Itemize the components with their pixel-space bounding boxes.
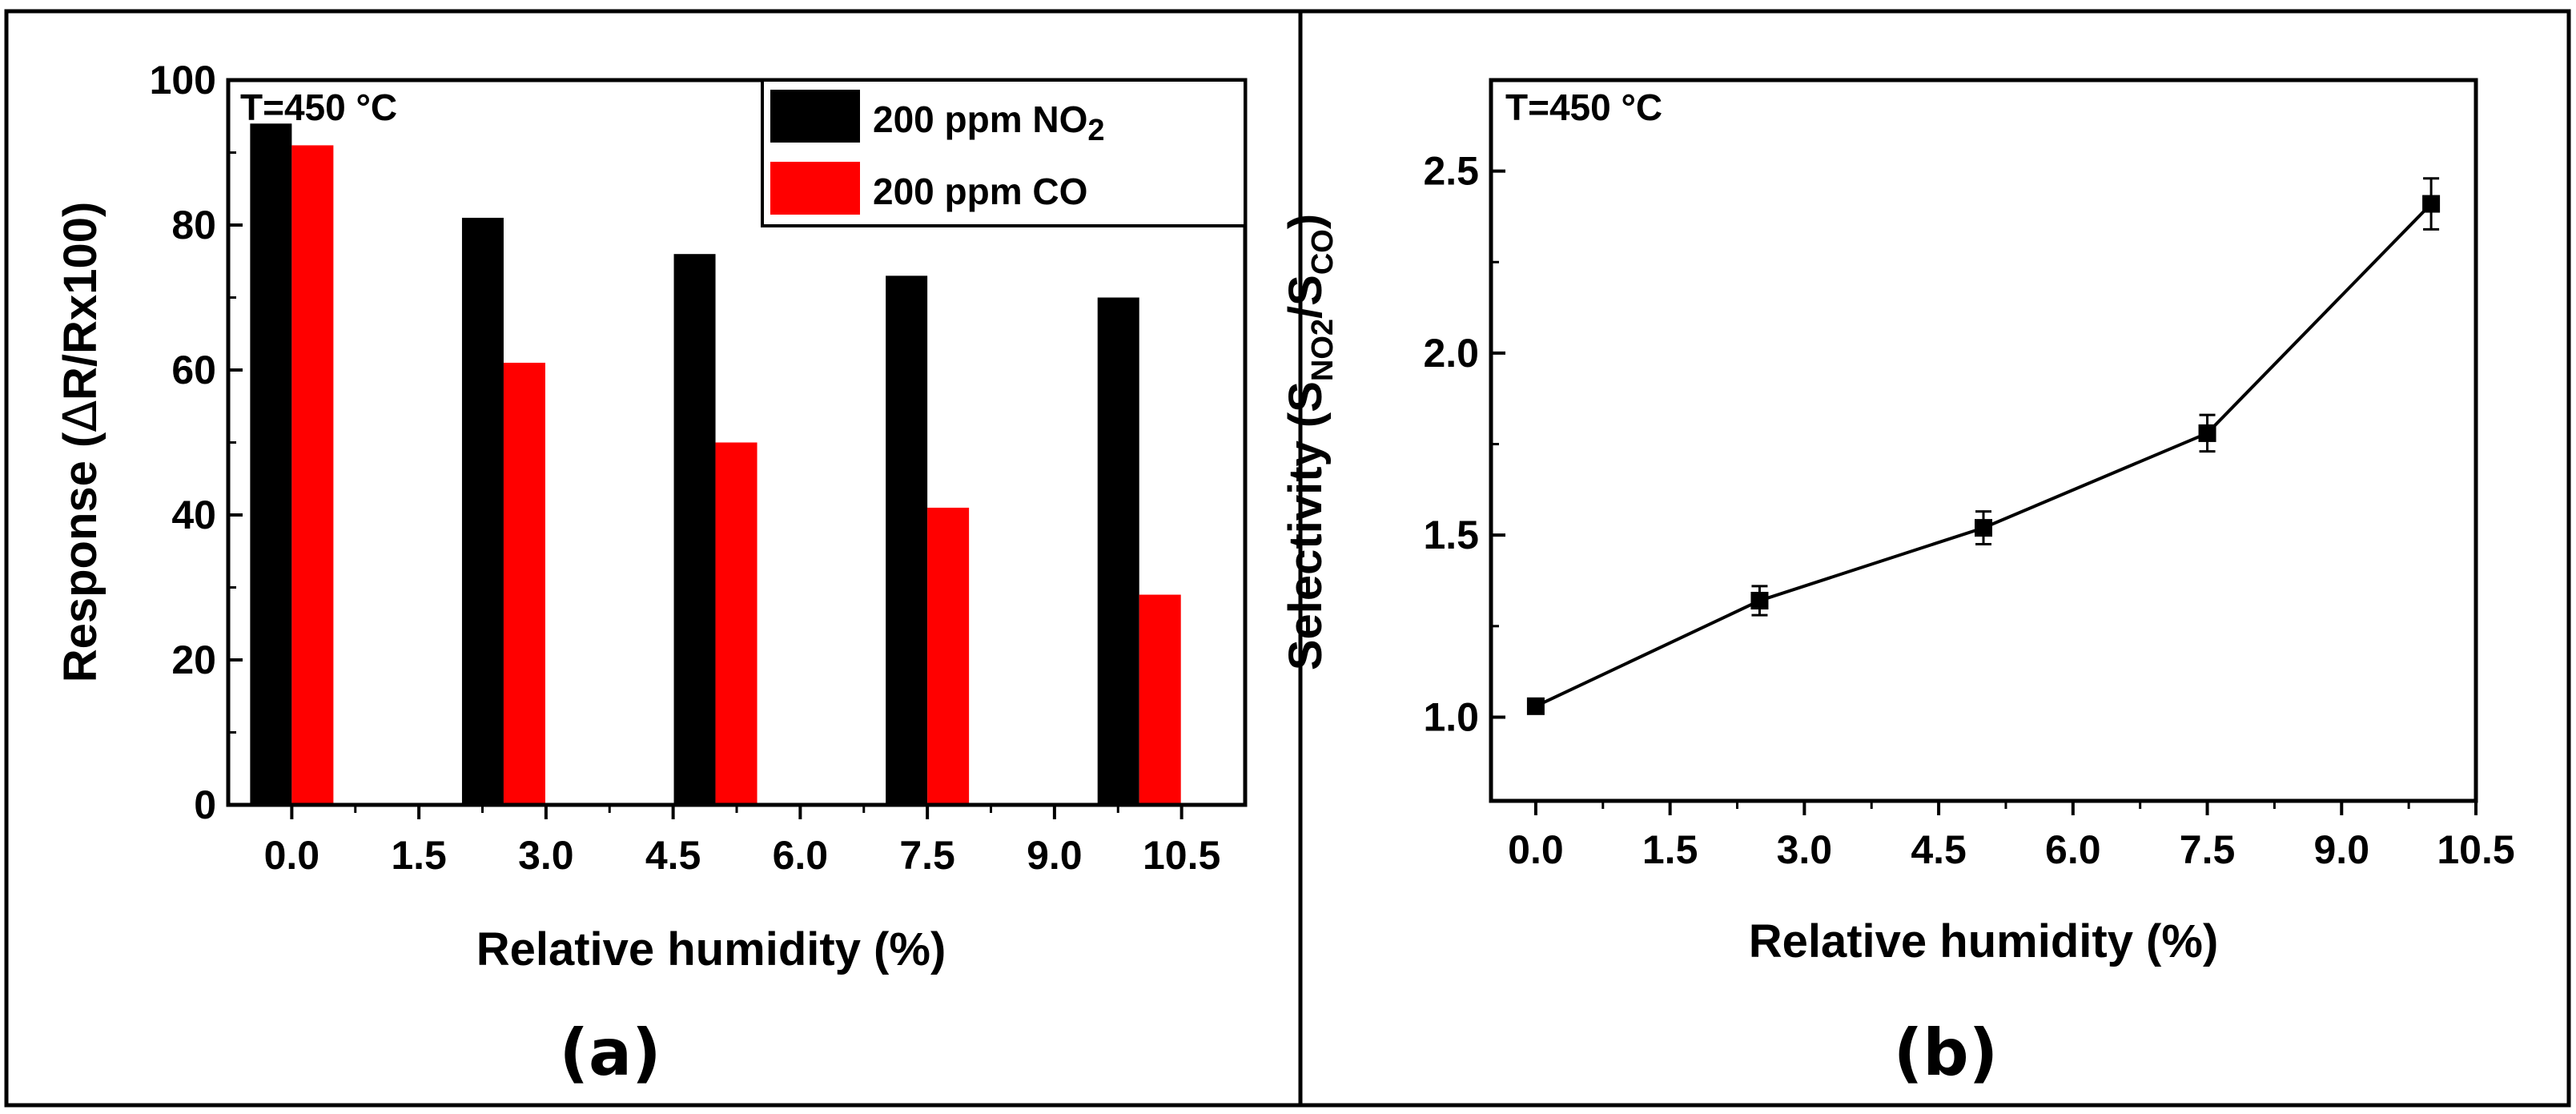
legend-label-co: 200 ppm CO (873, 171, 1087, 212)
panel-a-y-axis-title: Response (ΔR/Rx100) (53, 202, 107, 683)
x-tick-label: 3.0 (1777, 827, 1833, 872)
panel-a-x-axis: 0.0 1.5 3.0 4.5 6.0 7.5 9.0 10.5 (264, 805, 1220, 878)
bar-no2-4 (1097, 297, 1139, 805)
bar-co-4 (1139, 594, 1181, 805)
y-tick-label: 100 (150, 58, 216, 103)
panel-a-y-axis: 0 20 40 60 80 100 (150, 58, 243, 827)
panel-a-annotation: T=450 °C (240, 86, 397, 128)
data-point (1975, 519, 1992, 537)
panel-a-bar-chart: 0 20 40 60 80 100 0.0 1.5 3.0 4.5 6.0 7.5 9.0 10.5 T… (53, 58, 1248, 1090)
x-tick-label: 0.0 (264, 833, 320, 878)
panel-b-line-chart: 1.0 1.5 2.0 2.5 0.0 1.5 3.0 4.5 6.0 7.5 9.0 10.5 T… (1280, 78, 2515, 1090)
bar-co-2 (715, 442, 758, 805)
y-tick-label: 1.0 (1423, 694, 1479, 739)
figure-frame (4, 9, 2571, 1108)
bar-no2-1 (461, 217, 504, 805)
x-tick-label: 6.0 (773, 833, 829, 878)
x-tick-label: 10.5 (2437, 827, 2514, 872)
bar-no2-2 (673, 254, 716, 805)
x-tick-label: 4.5 (1911, 827, 1967, 872)
bar-co-3 (927, 507, 970, 805)
x-tick-label: 3.0 (518, 833, 574, 878)
panel-b-series (1526, 177, 2441, 715)
y-tick-label: 60 (171, 348, 216, 392)
panel-b-frame (1298, 9, 2571, 1108)
x-tick-label: 7.5 (899, 833, 955, 878)
panel-b-y-axis: 1.0 1.5 2.0 2.5 (1423, 149, 1505, 739)
panel-b-x-axis: 0.0 1.5 3.0 4.5 6.0 7.5 9.0 10.5 (1508, 801, 2515, 872)
y-tick-label: 0 (194, 782, 216, 827)
legend-swatch-no2 (770, 90, 860, 143)
legend-swatch-co (770, 162, 860, 215)
panel-a-legend: 200 ppm NO2 200 ppm CO (761, 78, 1247, 227)
bar-co-1 (503, 362, 545, 805)
data-point (2198, 424, 2216, 442)
data-point (1526, 697, 1545, 715)
panel-a-label: (a) (559, 1015, 661, 1090)
bar-no2-3 (886, 275, 928, 806)
panel-b-annotation: T=450 °C (1505, 86, 1662, 128)
panel-b-x-axis-title: Relative humidity (%) (1749, 915, 2219, 967)
y-tick-label: 20 (171, 637, 216, 682)
legend-label-no2: 200 ppm NO2 (873, 99, 1105, 147)
panel-b-plot-frame (1489, 78, 2478, 803)
x-tick-label: 10.5 (1143, 833, 1220, 878)
panel-b-label: (b) (1894, 1015, 1998, 1090)
x-tick-label: 7.5 (2180, 827, 2236, 872)
x-tick-label: 4.5 (645, 833, 701, 878)
x-tick-label: 1.5 (391, 833, 447, 878)
data-point (1750, 592, 1769, 609)
y-tick-label: 2.0 (1423, 331, 1479, 376)
y-tick-label: 1.5 (1423, 513, 1479, 557)
y-tick-label: 2.5 (1423, 149, 1479, 194)
data-point (2422, 195, 2441, 213)
panel-a-x-axis-title: Relative humidity (%) (476, 923, 946, 975)
y-tick-label: 80 (171, 203, 216, 247)
x-tick-label: 6.0 (2045, 827, 2101, 872)
x-tick-label: 0.0 (1508, 827, 1564, 872)
bar-co-0 (291, 145, 334, 805)
panel-b-y-axis-title: Selectivity (SNO2/SCO) (1280, 214, 1340, 670)
panel-a-bars (250, 123, 1181, 806)
bar-no2-0 (250, 123, 292, 806)
y-tick-label: 40 (171, 493, 216, 537)
x-tick-label: 9.0 (2314, 827, 2370, 872)
x-tick-label: 1.5 (1642, 827, 1698, 872)
x-tick-label: 9.0 (1027, 833, 1083, 878)
